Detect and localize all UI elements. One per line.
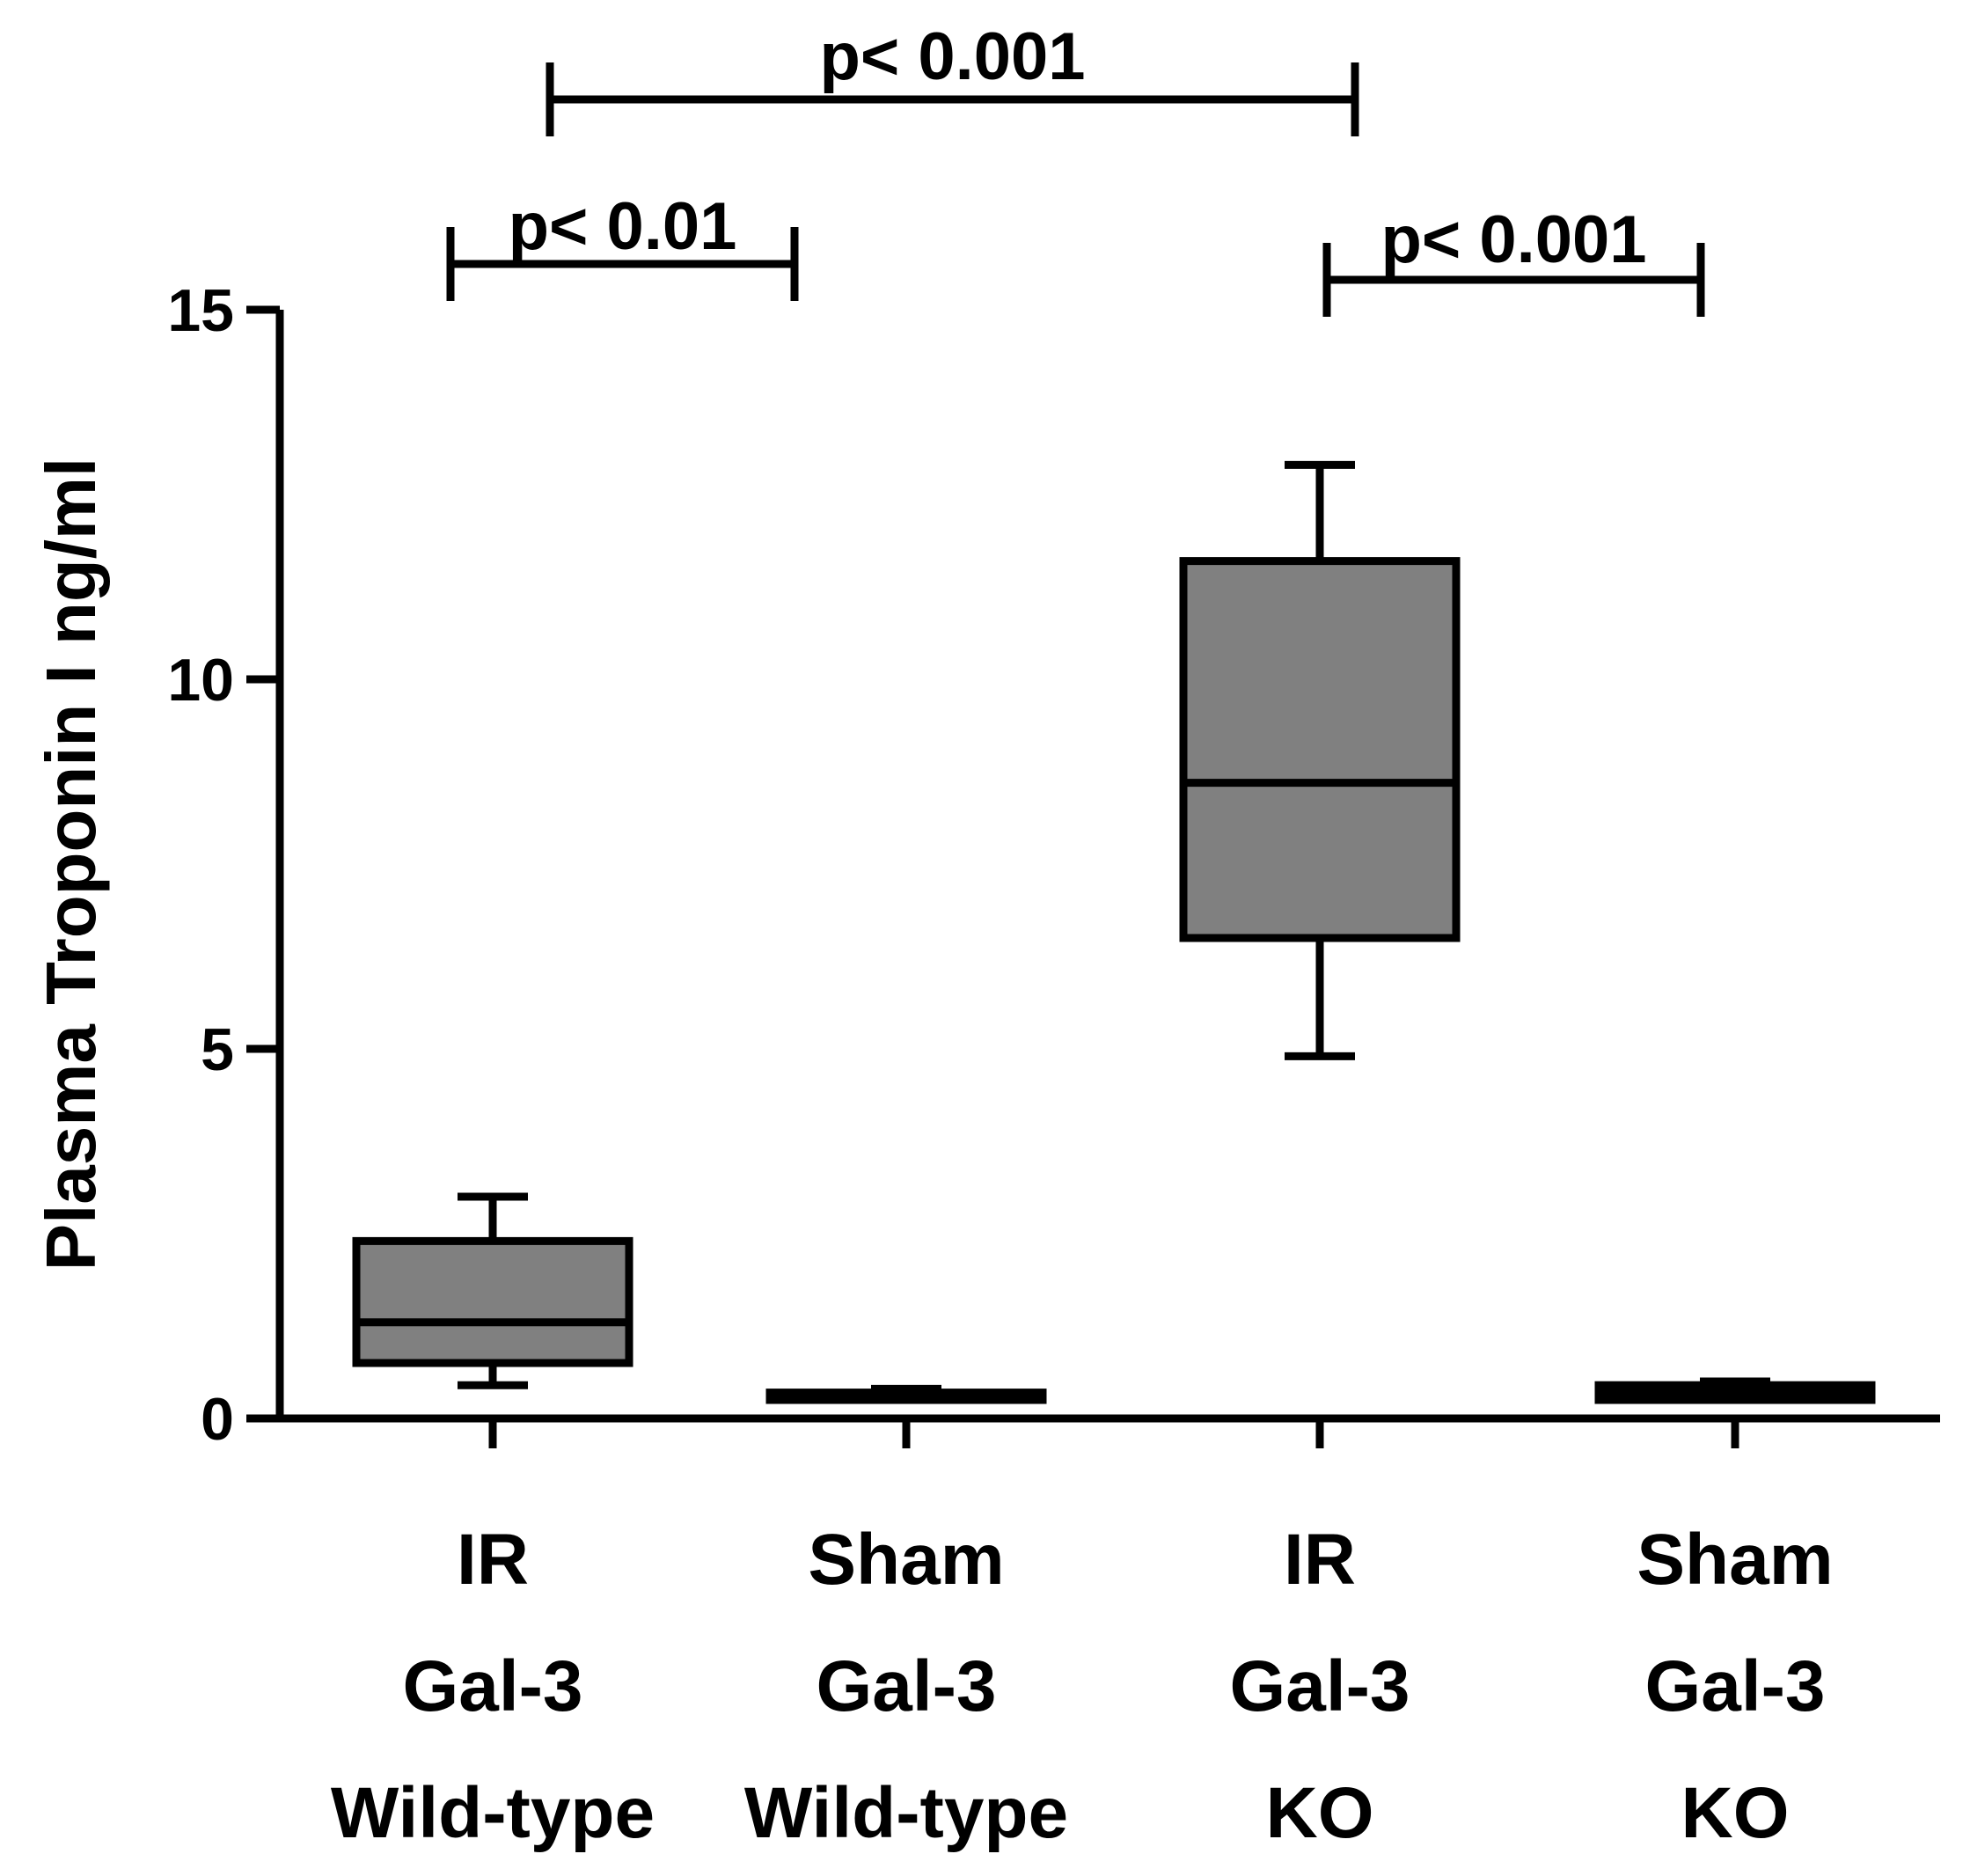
y-tick-label: 5: [201, 1016, 234, 1083]
x-tick-label: IR: [457, 1520, 529, 1600]
x-tick-label: Gal-3: [1644, 1646, 1825, 1726]
x-tick-label: Wild-type: [744, 1773, 1068, 1853]
x-tick-label: Gal-3: [1229, 1646, 1410, 1726]
x-tick-label: Sham: [808, 1520, 1004, 1600]
y-tick-label: 15: [167, 277, 234, 344]
y-tick-label: 0: [201, 1386, 234, 1453]
box-iqr: [1179, 557, 1461, 942]
x-tick-label: KO: [1266, 1773, 1374, 1853]
y-axis-label: Plasma Troponin I ng/ml: [32, 458, 110, 1271]
x-tick-label: Gal-3: [816, 1646, 996, 1726]
significance-label: p< 0.001: [1380, 202, 1646, 277]
x-tick-label: KO: [1681, 1773, 1790, 1853]
x-tick-label: IR: [1284, 1520, 1356, 1600]
x-tick-label: Sham: [1637, 1520, 1833, 1600]
significance-label: p< 0.01: [509, 189, 737, 264]
x-tick-label: Wild-type: [331, 1773, 655, 1853]
x-tick-label: Gal-3: [402, 1646, 582, 1726]
box-iqr: [352, 1236, 633, 1367]
y-tick-label: 10: [167, 647, 234, 714]
significance-label: p< 0.001: [819, 19, 1085, 94]
